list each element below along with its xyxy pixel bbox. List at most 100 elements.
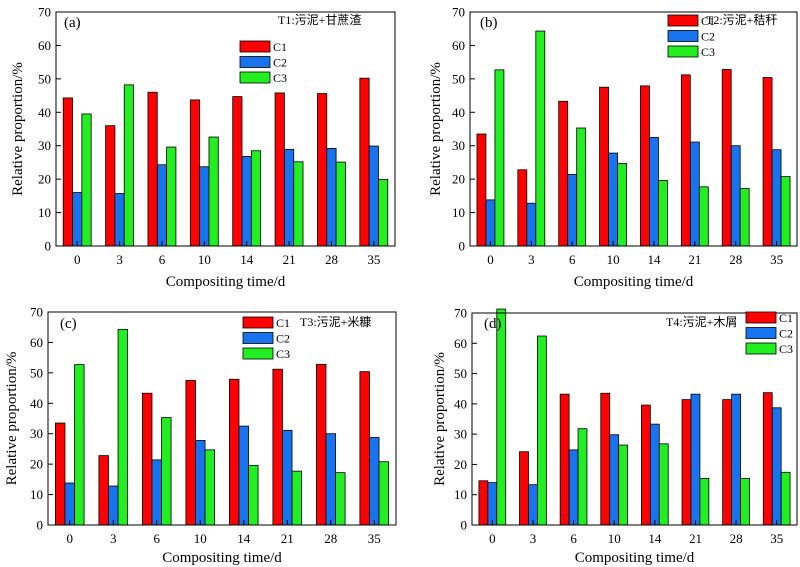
bar-c2-0: [72, 192, 83, 247]
legend-swatch-c1: [239, 40, 271, 53]
y-tick-label: 60: [30, 335, 43, 350]
y-tick-label: 60: [38, 38, 51, 53]
bar-c2-0: [64, 482, 75, 526]
treatment-label: T4:污泥+木屑: [666, 315, 737, 329]
bar-c1-3: [105, 125, 116, 247]
bar-c3-14: [658, 180, 668, 247]
legend-swatch-c3: [667, 45, 699, 58]
y-tick-label: 10: [452, 205, 465, 220]
y-tick-label: 20: [454, 457, 467, 472]
x-tick-label: 14: [237, 531, 251, 546]
panel-label: (a): [64, 15, 81, 31]
y-tick-label: 20: [452, 172, 465, 187]
x-tick-label: 28: [325, 252, 338, 267]
x-tick-label: 14: [648, 531, 662, 546]
bar-c3-10: [208, 136, 219, 247]
x-tick-label: 3: [528, 252, 535, 267]
y-tick-label: 10: [38, 205, 51, 220]
x-tick-label: 28: [730, 531, 743, 546]
bar-c3-6: [166, 146, 177, 247]
x-tick-label: 35: [367, 252, 380, 267]
bar-c3-3: [117, 328, 128, 526]
bar-c1-21: [274, 92, 285, 247]
bar-c2-6: [151, 459, 162, 526]
bar-c2-14: [649, 136, 659, 247]
bar-c2-21: [690, 393, 701, 526]
y-tick-label: 70: [452, 5, 465, 20]
x-tick-label: 3: [116, 252, 123, 267]
x-tick-label: 35: [368, 531, 381, 546]
legend-label-c1: C1: [779, 311, 793, 325]
bar-c3-14: [250, 150, 262, 247]
bar-c3-6: [576, 127, 587, 247]
legend-label-c2: C2: [779, 327, 793, 341]
bar-c3-10: [618, 444, 628, 526]
bar-c1-28: [317, 93, 328, 247]
bar-c3-6: [161, 417, 172, 526]
legend-swatch-c3: [242, 347, 274, 360]
legend-label-c1: C1: [701, 14, 715, 28]
bar-c1-3: [98, 455, 109, 526]
bar-c3-14: [658, 443, 669, 526]
bar-c1-0: [476, 133, 487, 247]
y-tick-label: 20: [30, 457, 43, 472]
treatment-label: T2:污泥+秸秆: [706, 13, 777, 27]
y-tick-label: 40: [38, 105, 51, 120]
y-tick-label: 30: [38, 138, 51, 153]
legend-swatch-c2: [667, 30, 699, 42]
bar-c3-35: [780, 176, 791, 247]
bar-c3-28: [739, 188, 750, 247]
y-tick-label: 40: [452, 105, 465, 120]
bar-c2-0: [487, 482, 498, 526]
bar-c1-6: [147, 91, 158, 247]
legend-label-c2: C2: [276, 332, 290, 346]
bar-c3-28: [335, 161, 346, 247]
bar-c3-0: [74, 364, 85, 526]
bar-c1-6: [559, 393, 570, 526]
bar-c2-6: [567, 174, 578, 247]
y-tick-label: 50: [38, 71, 51, 86]
bar-c2-28: [730, 145, 741, 247]
x-tick-label: 21: [281, 531, 294, 546]
bar-c1-35: [762, 77, 773, 247]
legend-swatch-c1: [745, 311, 777, 324]
bar-c3-3: [535, 30, 546, 247]
x-tick-label: 6: [159, 252, 166, 267]
bar-c3-35: [378, 179, 389, 247]
y-tick-label: 50: [454, 366, 467, 381]
y-tick-label: 0: [37, 518, 44, 533]
y-tick-label: 40: [30, 396, 43, 411]
x-axis-title: Compositing time/d: [574, 274, 694, 290]
y-axis-title: Relative proportion/%: [428, 62, 444, 196]
x-tick-label: 3: [110, 531, 117, 546]
treatment-label: T3:污泥+米糠: [300, 314, 371, 329]
bar-c2-6: [568, 449, 579, 526]
bar-c2-35: [369, 436, 380, 526]
x-tick-label: 28: [324, 531, 337, 546]
bar-c2-14: [238, 425, 249, 526]
bar-c3-28: [335, 472, 346, 526]
chart-panel-d: 0 10 20 30 40 50 60 70 0 3 6 10 14 21 28 35 Compositing …: [432, 306, 798, 566]
panel-label: (d): [484, 316, 502, 332]
bar-c1-3: [519, 451, 529, 526]
x-axis-title: Compositing time/d: [162, 550, 282, 566]
x-tick-label: 6: [154, 531, 161, 546]
bar-c1-10: [599, 86, 609, 247]
legend-label-c3: C3: [276, 347, 290, 361]
bar-c2-14: [649, 423, 660, 526]
x-tick-label: 0: [74, 252, 81, 267]
bar-c2-35: [771, 407, 782, 526]
bar-c3-0: [494, 69, 505, 247]
x-tick-label: 10: [198, 252, 211, 267]
bar-c2-10: [608, 152, 618, 247]
x-tick-label: 35: [770, 531, 783, 546]
bar-c2-35: [771, 149, 782, 247]
bar-c1-14: [641, 404, 651, 526]
bar-c1-3: [517, 169, 528, 247]
chart-panel-c: 0 10 20 30 40 50 60 70 0 3 6 10 14 21 28 35 Compositing …: [4, 305, 397, 566]
bar-c1-21: [680, 74, 691, 247]
bar-c3-0: [81, 113, 92, 247]
bar-c2-21: [283, 148, 295, 247]
bar-c1-10: [600, 392, 611, 526]
bar-c1-10: [189, 99, 201, 247]
